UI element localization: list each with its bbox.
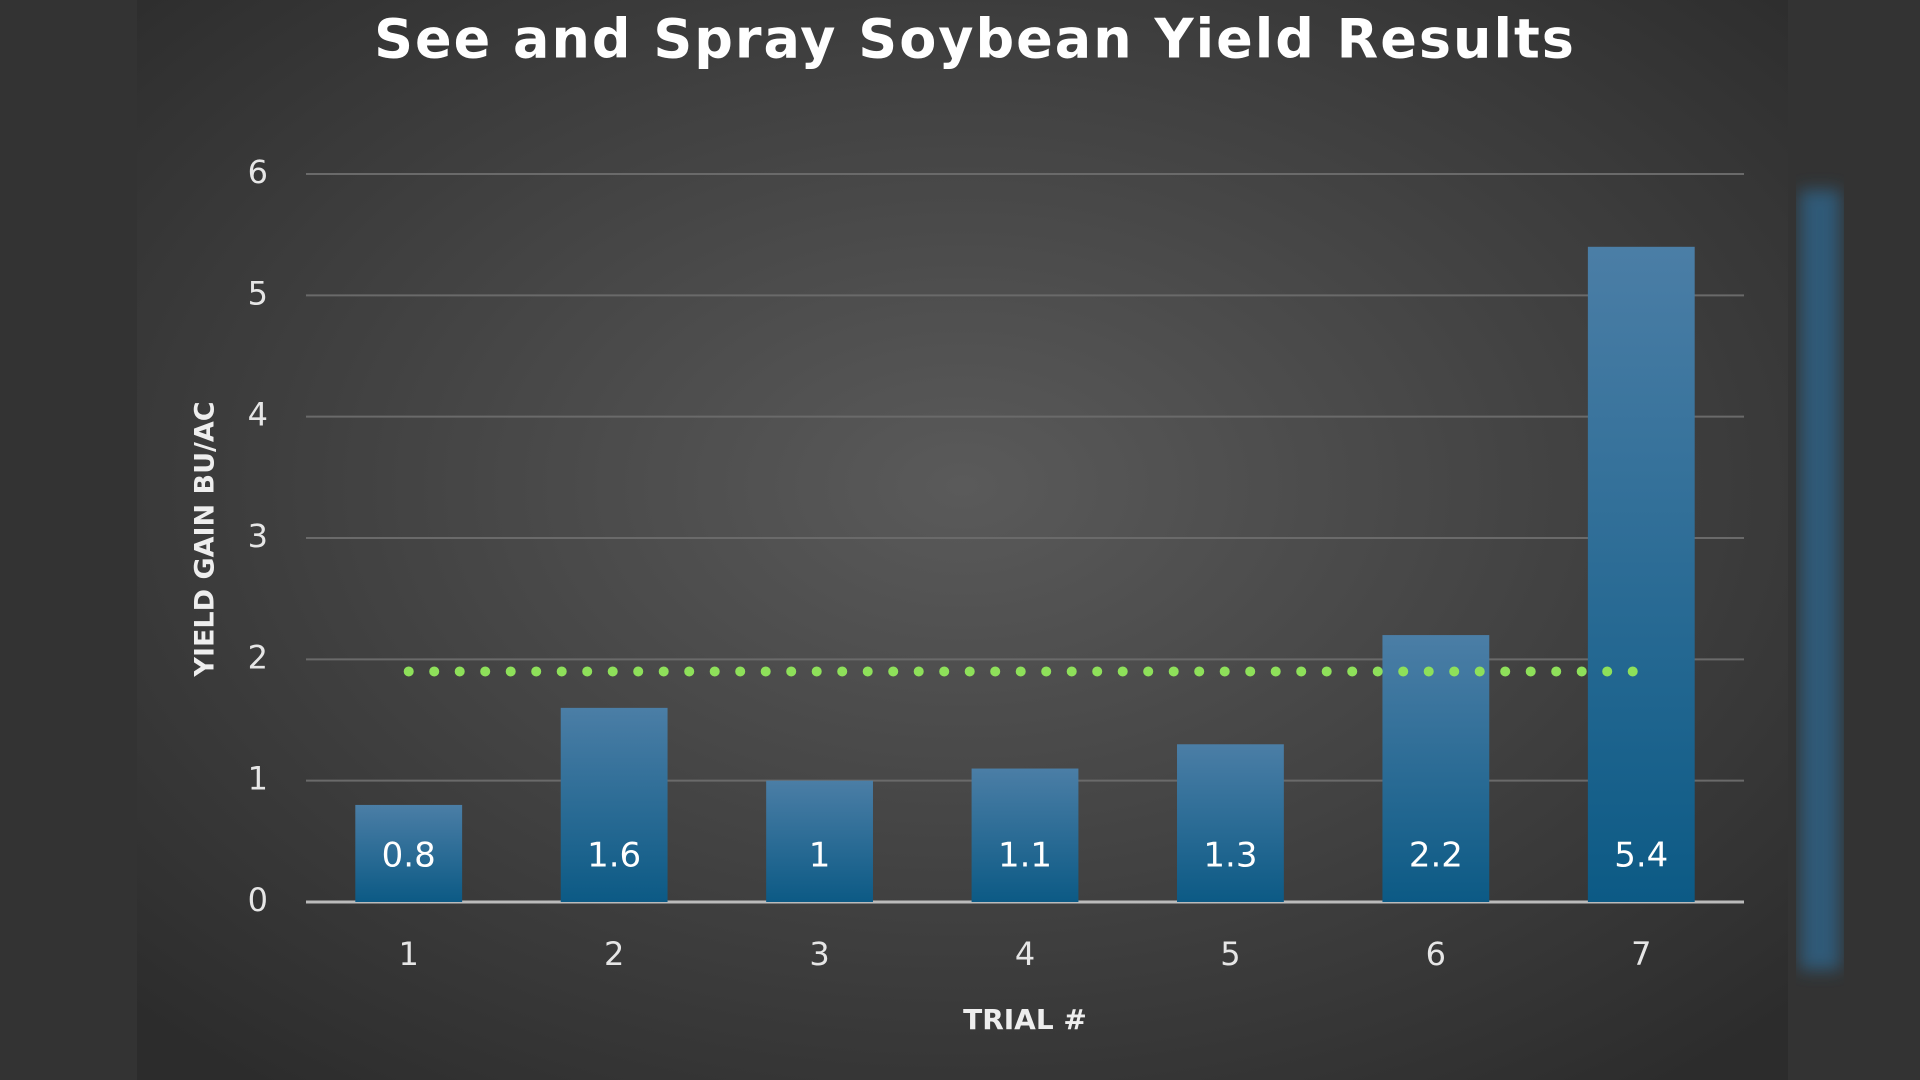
x-tick-label: 4: [1015, 935, 1035, 973]
bar: [1382, 635, 1490, 902]
x-tick-label: 6: [1426, 935, 1446, 973]
x-tick-label: 3: [809, 935, 829, 973]
blurred-edge: [1800, 190, 1840, 970]
bar: [1587, 246, 1695, 903]
bar: [971, 768, 1079, 902]
x-tick-label: 7: [1631, 935, 1651, 973]
chart-panel: [137, 0, 1788, 1080]
bar: [1177, 744, 1284, 902]
data-label: 1.3: [1203, 836, 1257, 876]
data-label: 1.1: [998, 836, 1052, 876]
y-tick-label: 4: [248, 396, 268, 434]
data-label: 5.4: [1614, 836, 1668, 876]
x-axis-label: TRIAL #: [963, 1003, 1087, 1036]
bar: [355, 804, 463, 902]
data-label: 1.6: [587, 836, 641, 876]
y-tick-label: 0: [248, 881, 268, 919]
x-tick-label: 5: [1220, 935, 1240, 973]
y-tick-label: 2: [248, 638, 268, 676]
y-axis-label: YIELD GAIN BU/AC: [190, 401, 221, 677]
y-tick-label: 3: [248, 517, 268, 555]
x-tick-label: 1: [399, 935, 419, 973]
data-label: 2.2: [1409, 836, 1463, 876]
y-tick-label: 1: [248, 760, 268, 798]
y-tick-label: 6: [248, 153, 268, 191]
data-label: 1: [809, 836, 831, 876]
data-label: 0.8: [382, 836, 436, 876]
bar: [766, 780, 873, 902]
x-tick-label: 2: [604, 935, 624, 973]
chart-title: See and Spray Soybean Yield Results: [374, 8, 1576, 71]
y-tick-label: 5: [248, 274, 268, 312]
bar: [560, 707, 668, 902]
